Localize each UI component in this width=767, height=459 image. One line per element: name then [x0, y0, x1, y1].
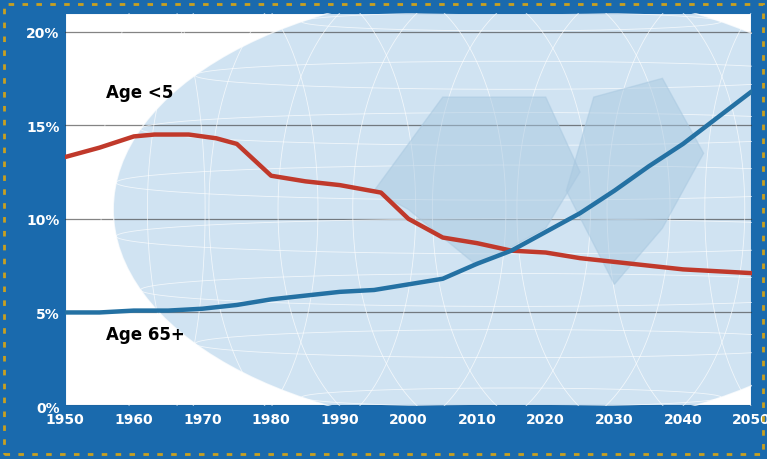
Text: Age <5: Age <5 — [107, 84, 174, 102]
Ellipse shape — [114, 0, 767, 431]
Polygon shape — [374, 98, 580, 266]
Polygon shape — [566, 79, 703, 285]
Text: Age 65+: Age 65+ — [107, 325, 185, 343]
